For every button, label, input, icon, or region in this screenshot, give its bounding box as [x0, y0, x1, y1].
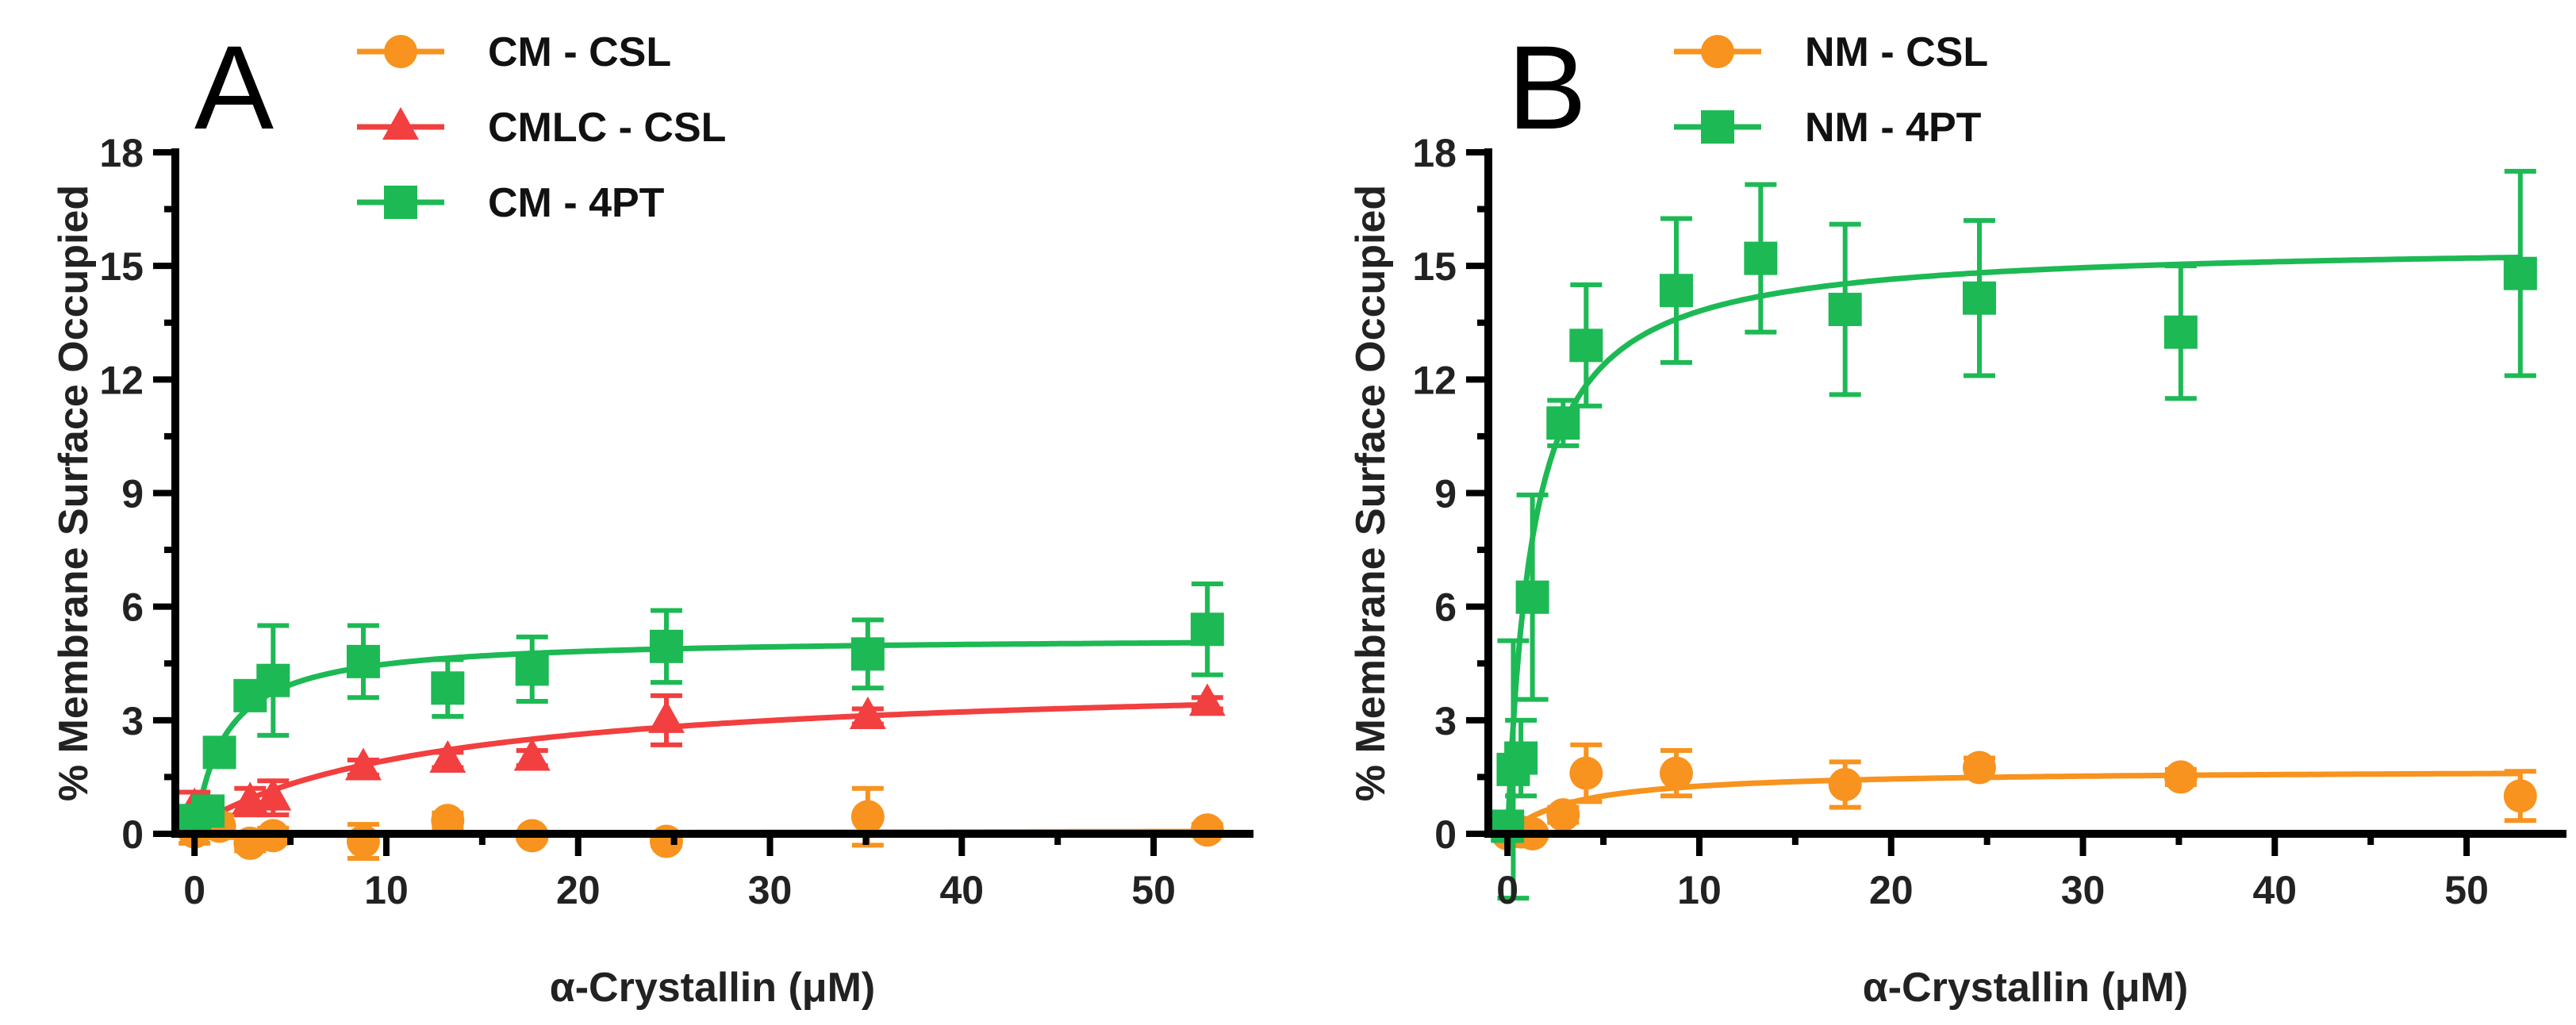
x-tick-label: 20 [556, 868, 601, 912]
panel-a: A 0 3 6 9 12 15 18 0 10 20 30 40 50 α-Crystallin (μM)%… [51, 21, 1253, 1011]
x-tick-label: 10 [364, 868, 409, 912]
axes: 0 3 6 9 12 15 18 0 10 20 30 40 50 [1412, 131, 2566, 912]
legend-item: CM - 4PT [357, 180, 665, 226]
y-tick-label: 6 [121, 585, 144, 630]
y-axis-label: % Membrane Surface Occupied [1348, 185, 1394, 801]
legend-label: CM - CSL [488, 29, 671, 75]
legend: CM - CSL CMLC - CSL CM - 4PT [357, 29, 726, 226]
x-tick-label: 0 [183, 868, 205, 912]
legend-marker [384, 35, 417, 68]
data-point [431, 671, 465, 705]
y-tick-label: 0 [121, 812, 144, 857]
data-point [2503, 256, 2537, 290]
data-point [2163, 760, 2198, 794]
data-point [1569, 328, 1603, 363]
data-point [1744, 241, 1778, 275]
series-cm-4pt [178, 582, 1224, 838]
data-point [429, 739, 466, 773]
y-axis-label: % Membrane Surface Occupied [51, 185, 97, 801]
data-point [1659, 274, 1693, 308]
data-point [1190, 612, 1224, 647]
data-point [849, 697, 886, 730]
legend-item: NM - CSL [1674, 29, 1988, 75]
x-tick-label: 30 [748, 868, 793, 912]
legend-item: CM - CSL [357, 29, 671, 75]
legend-item: NM - 4PT [1674, 105, 1982, 151]
series-nm-4pt [1491, 168, 2537, 901]
data-point [649, 629, 683, 663]
data-point [1546, 798, 1580, 832]
data-point [2163, 315, 2198, 349]
fit-curve-nm-4pt [1504, 254, 2520, 835]
data-point [346, 644, 380, 678]
legend-item: CMLC - CSL [357, 105, 726, 151]
y-tick-label: 9 [1434, 472, 1457, 516]
panel-letter: A [194, 21, 274, 154]
data-point [1569, 756, 1603, 790]
data-point [1828, 767, 1862, 801]
x-tick-label: 50 [1131, 868, 1176, 912]
data-point [1659, 756, 1693, 790]
legend-marker [1701, 110, 1734, 144]
data-point [647, 700, 685, 733]
data-point [649, 824, 683, 858]
data-point [2503, 779, 2537, 813]
data-point [1515, 580, 1549, 614]
data-point [515, 652, 549, 686]
data-point [202, 735, 236, 770]
fit-curve-cmlc-csl [193, 701, 1207, 829]
axes: 0 3 6 9 12 15 18 0 10 20 30 40 50 [99, 131, 1253, 912]
y-tick-label: 18 [99, 131, 144, 175]
data-point [850, 637, 885, 671]
data-point [513, 738, 551, 771]
x-tick-label: 10 [1677, 868, 1722, 912]
data-point [255, 777, 292, 811]
x-tick-label: 0 [1496, 868, 1518, 912]
data-point [1828, 293, 1862, 327]
y-tick-label: 9 [121, 472, 144, 516]
x-tick-label: 20 [1869, 868, 1914, 912]
y-tick-label: 3 [1434, 699, 1457, 743]
y-tick-label: 18 [1412, 131, 1457, 175]
y-tick-label: 0 [1434, 812, 1457, 857]
legend-marker [382, 107, 419, 140]
legend-label: NM - 4PT [1805, 105, 1982, 151]
fit-curve-nm-csl [1505, 770, 2520, 836]
data-point [1962, 281, 1996, 315]
x-axis-label: α-Crystallin (μM) [1863, 965, 2188, 1011]
data-point [431, 804, 465, 838]
y-tick-label: 15 [99, 244, 144, 289]
data-point [1546, 406, 1580, 440]
legend-label: CM - 4PT [488, 180, 665, 226]
fit-curve-cm-4pt [191, 639, 1207, 835]
panel-b: B 0 3 6 9 12 15 18 0 10 20 30 40 50 α-Crystallin (μM)%… [1348, 21, 2566, 1011]
series-cm-csl [178, 785, 1224, 862]
data-point [344, 747, 382, 781]
legend-marker [1701, 35, 1734, 68]
x-tick-label: 40 [940, 868, 985, 912]
y-tick-label: 12 [99, 358, 144, 402]
y-tick-label: 3 [121, 699, 144, 743]
data-point [191, 794, 225, 828]
legend-marker [384, 186, 417, 219]
x-tick-label: 50 [2444, 868, 2489, 912]
series-cmlc-csl [176, 683, 1226, 825]
data-point [1962, 751, 1996, 785]
y-tick-label: 12 [1412, 358, 1457, 402]
x-tick-label: 30 [2061, 868, 2106, 912]
x-axis-label: α-Crystallin (μM) [550, 965, 875, 1011]
data-point [1504, 741, 1538, 775]
panel-letter: B [1507, 21, 1587, 154]
data-point [346, 824, 380, 858]
legend-label: CMLC - CSL [488, 105, 726, 151]
legend: NM - CSL NM - 4PT [1674, 29, 1988, 151]
data-point [1188, 683, 1226, 716]
data-point [256, 663, 290, 697]
y-tick-label: 15 [1412, 244, 1457, 289]
data-point [850, 800, 885, 834]
x-tick-label: 40 [2253, 868, 2298, 912]
legend-label: NM - CSL [1805, 29, 1988, 75]
y-tick-label: 6 [1434, 585, 1457, 630]
